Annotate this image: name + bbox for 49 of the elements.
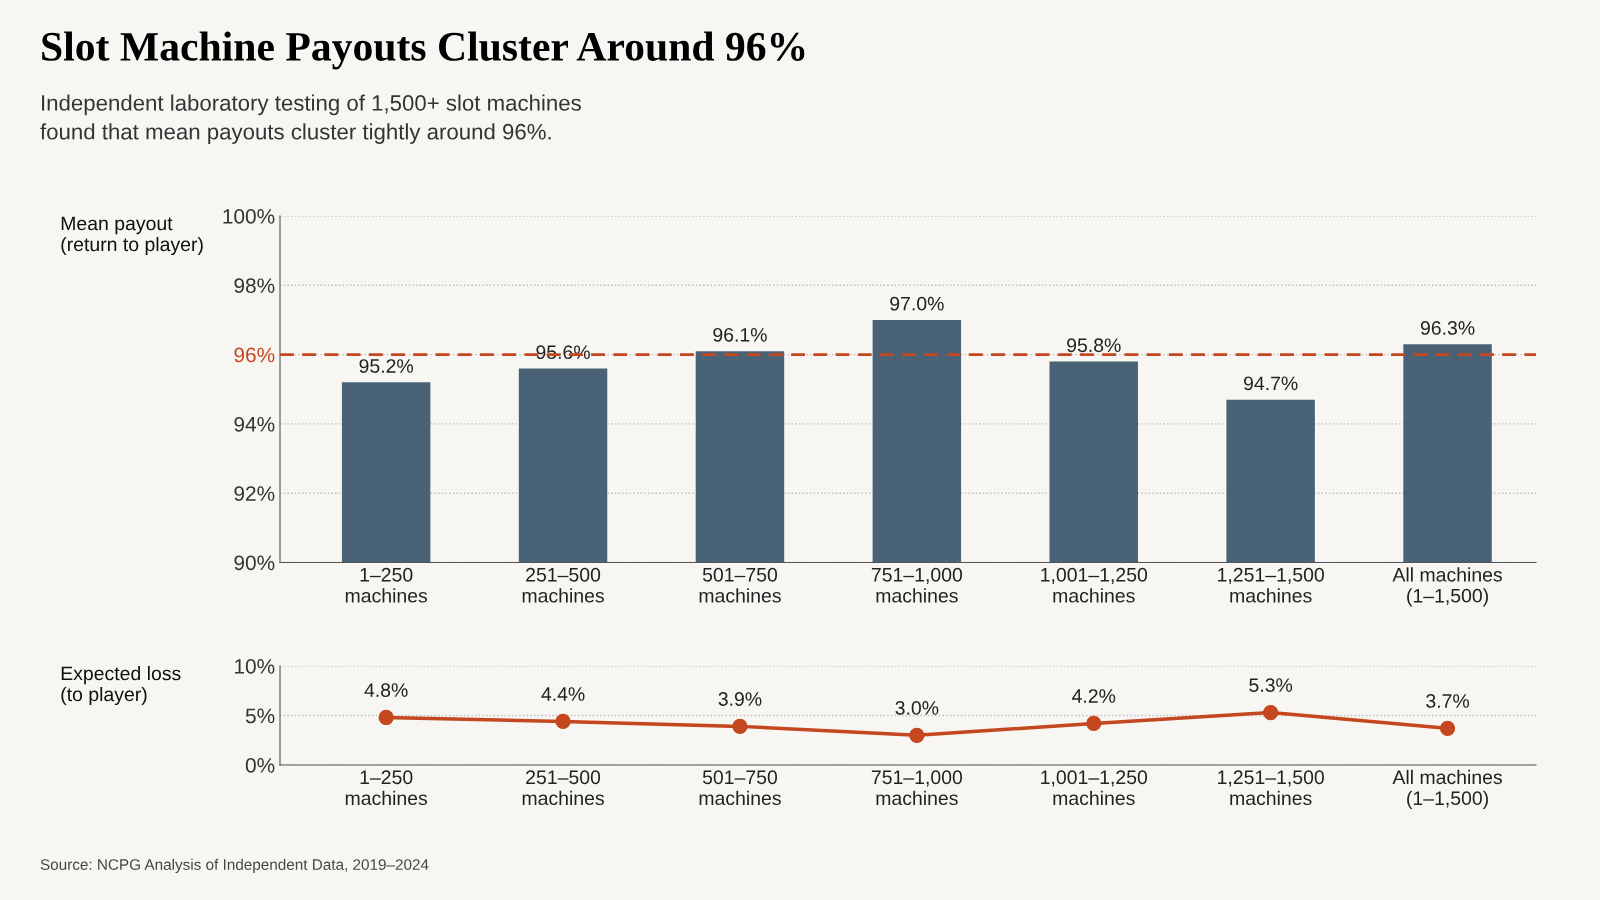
data-label: 4.2% (1072, 689, 1116, 703)
data-label: 96.3% (1420, 321, 1475, 335)
data-label: 95.6% (536, 345, 590, 360)
x-tick-label: 751–1,000 machines (871, 770, 963, 806)
x-tick-label: 1–250 machines (345, 770, 428, 806)
y-tick-label: 10% (235, 659, 275, 674)
data-label: 96.1% (713, 327, 767, 342)
data-label: 4.8% (364, 683, 408, 697)
x-tick-label: 251–500 machines (522, 567, 604, 603)
data-label: 97.0% (890, 296, 944, 311)
y-axis-title: Mean payout (return to player) (61, 216, 203, 256)
x-tick-label: 1,251–1,500 machines (1218, 770, 1324, 806)
chart-title: Slot Machine Payouts Cluster Around 96% (42, 31, 805, 70)
x-tick-label: 501–750 machines (699, 770, 781, 806)
y-tick-label: 100% (223, 209, 275, 224)
data-label: 5.3% (1249, 678, 1293, 693)
x-tick-label: All machines (1–1,500) (1392, 769, 1502, 809)
source-note: Source: NCPG Analysis of Independent Data, 2019–2024 (40, 858, 429, 873)
x-tick-label: All machines (1–1,500) (1392, 567, 1502, 607)
y-tick-label: 90% (234, 555, 275, 571)
chart-subtitle: Independent laboratory testing of 1,500+ slot machines found that mean payouts cluster tightly around 96%. (40, 94, 581, 144)
point (1263, 704, 1279, 721)
y-tick-label: 98% (234, 278, 275, 294)
data-label: 4.4% (541, 687, 585, 701)
y-axis-title: Expected loss (to player) (61, 666, 181, 706)
point (1086, 715, 1102, 732)
y-tick-label: 96% (234, 347, 275, 363)
data-label: 3.9% (718, 692, 762, 706)
point (378, 709, 394, 726)
x-tick-label: 501–750 machines (699, 567, 781, 603)
x-tick-label: 1,001–1,250 machines (1041, 770, 1148, 806)
data-label: 94.7% (1243, 376, 1298, 391)
y-tick-label: 0% (245, 758, 275, 773)
y-tick-label: 94% (234, 416, 275, 432)
point (732, 718, 748, 735)
data-label: 3.7% (1426, 694, 1470, 708)
x-tick-label: 1,251–1,500 machines (1218, 567, 1324, 603)
x-tick-label: 251–500 machines (522, 770, 604, 806)
point (555, 713, 571, 730)
point (909, 727, 925, 743)
point (1439, 720, 1456, 737)
data-label: 95.2% (359, 359, 414, 373)
x-tick-label: 1–250 machines (345, 567, 428, 603)
y-tick-label: 92% (234, 486, 275, 501)
y-tick-label: 5% (245, 708, 275, 724)
x-tick-label: 1,001–1,250 machines (1041, 567, 1148, 603)
x-tick-label: 751–1,000 machines (871, 567, 963, 603)
data-label: 3.0% (895, 701, 939, 715)
data-label: 95.8% (1067, 338, 1121, 353)
